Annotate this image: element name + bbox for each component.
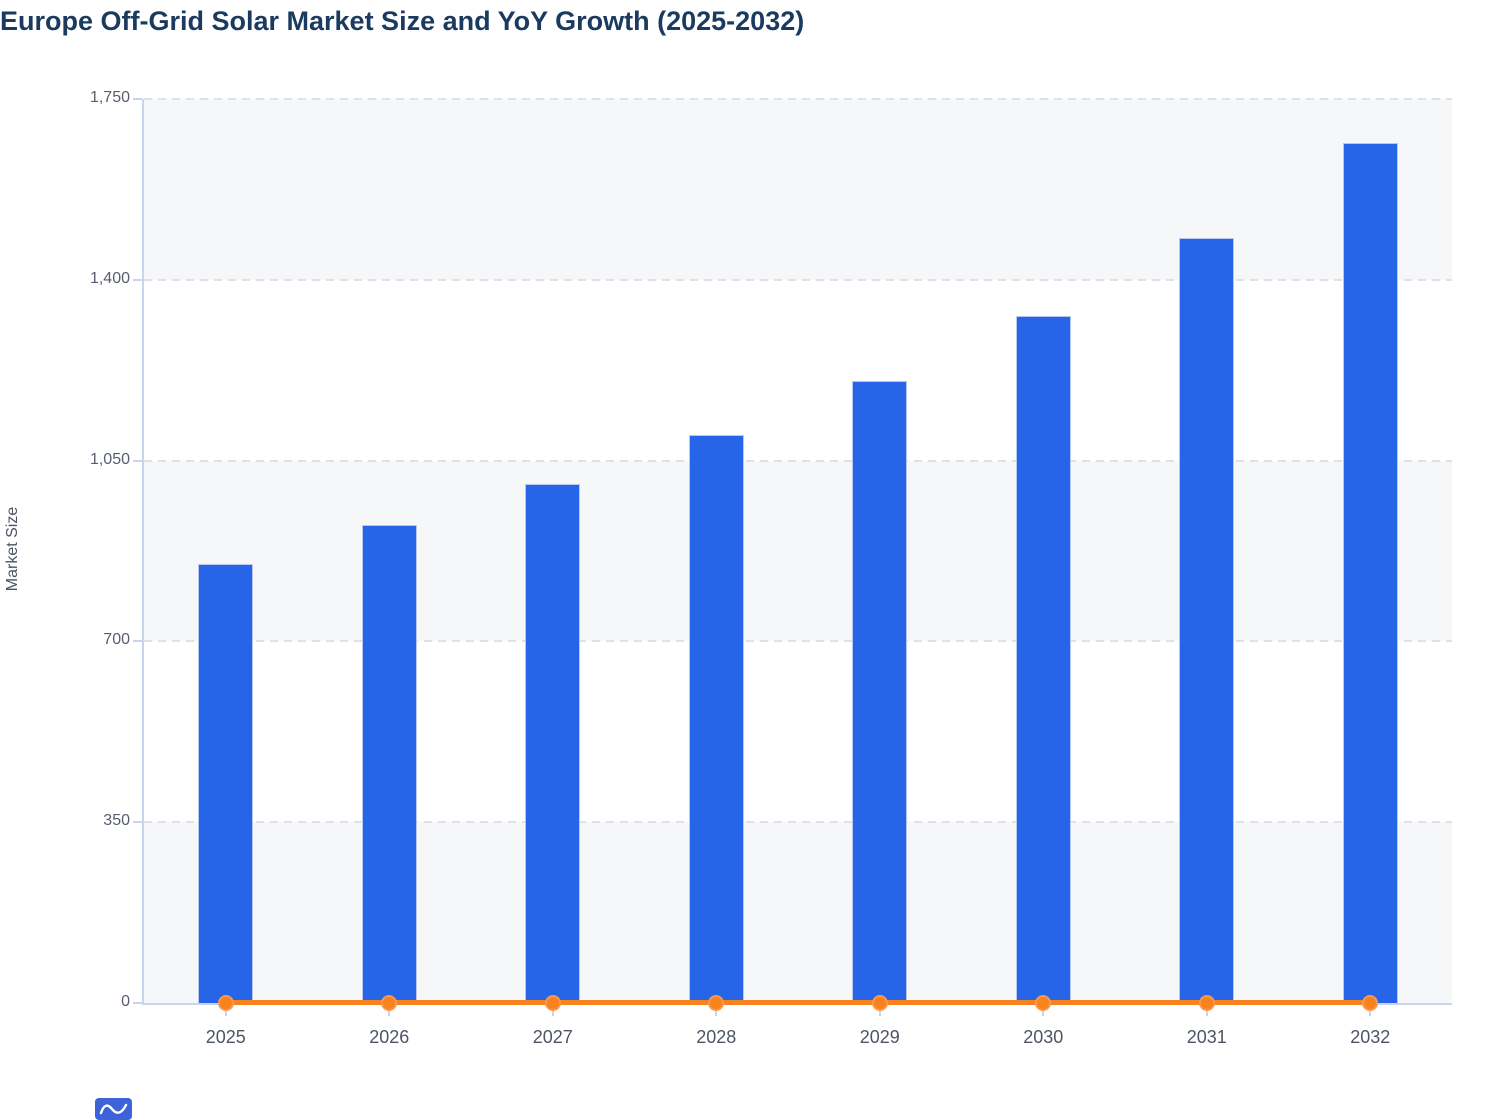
y-tick-label: 1,050 <box>89 450 130 468</box>
gridline <box>144 98 1452 100</box>
yoy-marker-2031[interactable] <box>1198 995 1215 1011</box>
plot-band <box>144 99 1452 280</box>
x-tick-label-2027: 2027 <box>532 1027 573 1047</box>
bar-2030[interactable] <box>1015 315 1071 1003</box>
y-tick-label: 350 <box>103 812 130 830</box>
gridline <box>144 459 1452 462</box>
x-tick-label-2028: 2028 <box>696 1027 737 1047</box>
yoy-marker-2028[interactable] <box>708 995 725 1011</box>
yoy-marker-2026[interactable] <box>381 995 398 1011</box>
bar-2026[interactable] <box>361 525 417 1003</box>
y-tick-mark <box>133 1002 142 1004</box>
y-tick-mark <box>133 640 142 643</box>
y-axis-line <box>142 99 144 1003</box>
x-tick-label-2030: 2030 <box>1023 1027 1064 1047</box>
yoy-marker-2027[interactable] <box>544 995 561 1011</box>
yoy-marker-2029[interactable] <box>871 995 888 1011</box>
x-tick-label-2032: 2032 <box>1350 1027 1391 1047</box>
gridline <box>144 278 1452 281</box>
x-tick-label-2025: 2025 <box>205 1027 246 1047</box>
bar-2032[interactable] <box>1342 142 1398 1003</box>
bar-2027[interactable] <box>525 483 581 1003</box>
y-tick-mark <box>133 821 142 824</box>
plot-area: 0 350 700 1,050 1,400 1,750 2025 2026 2027 2028 2… <box>90 89 1452 1047</box>
chart-title: Europe Off-Grid Solar Market Size and Yo… <box>0 6 805 36</box>
yoy-growth-line <box>225 1000 1371 1005</box>
bar-2029[interactable] <box>852 380 908 1003</box>
yoy-marker-2030[interactable] <box>1035 995 1052 1011</box>
x-tick-label-2031: 2031 <box>1186 1027 1227 1047</box>
y-tick-label: 0 <box>121 993 130 1010</box>
yoy-marker-2025[interactable] <box>217 995 234 1011</box>
bar-2031[interactable] <box>1179 238 1235 1003</box>
x-tick-label-2029: 2029 <box>859 1027 900 1047</box>
amcharts-logo[interactable] <box>95 1098 132 1120</box>
bar-2025[interactable] <box>198 563 254 1003</box>
y-tick-mark <box>133 459 142 462</box>
y-tick-label: 1,750 <box>89 89 130 106</box>
plot-band <box>144 822 1452 1003</box>
y-tick-mark <box>133 278 142 281</box>
y-tick-label: 1,400 <box>89 269 130 287</box>
y-axis-title: Market Size <box>4 506 21 592</box>
y-tick-mark <box>133 98 142 100</box>
bar-2028[interactable] <box>688 434 744 1003</box>
gridline <box>144 640 1452 643</box>
yoy-marker-2032[interactable] <box>1362 995 1379 1011</box>
y-tick-label: 700 <box>103 631 130 649</box>
x-tick-label-2026: 2026 <box>369 1027 410 1047</box>
gridline <box>144 821 1452 824</box>
plot-band <box>144 460 1452 642</box>
